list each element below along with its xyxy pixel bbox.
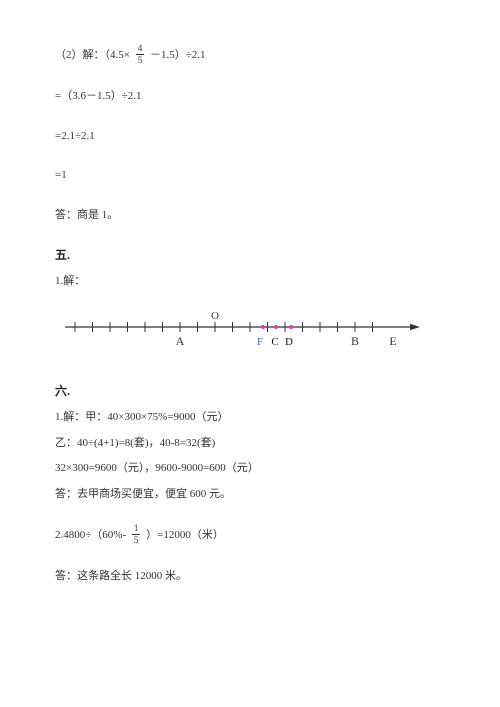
svg-text:F: F: [257, 336, 263, 348]
section6-head: 六.: [55, 382, 445, 399]
frac-num-2: 1: [132, 524, 141, 535]
svg-text:E: E: [389, 334, 396, 348]
section5-head: 五.: [55, 246, 445, 263]
p2-step1-prefix: （2）解：（4.5×: [55, 49, 130, 61]
p2-answer: 答：商是 1。: [55, 207, 445, 225]
svg-text:O: O: [211, 310, 219, 322]
s6-l5-suffix: ）=12000（米）: [146, 529, 224, 541]
numberline-diagram: O A B E FCD: [55, 301, 445, 364]
s6-l1: 1.解：甲：40×300×75%=9000（元）: [55, 409, 445, 427]
fraction-4-5: 4 5: [136, 44, 145, 65]
frac-den: 5: [136, 55, 145, 65]
p2-step1-suffix: －1.5）÷2.1: [150, 49, 206, 61]
svg-text:B: B: [351, 334, 359, 348]
p2-step2: =（3.6－1.5）÷2.1: [55, 88, 445, 106]
numberline-svg: O A B E FCD: [55, 301, 425, 359]
frac-num: 4: [136, 44, 145, 55]
p2-step3: =2.1÷2.1: [55, 128, 445, 146]
frac-den-2: 5: [132, 535, 141, 545]
s5-line1: 1.解：: [55, 273, 445, 291]
s6-l2: 乙：40÷(4+1)=8(套)，40-8=32(套): [55, 435, 445, 453]
svg-text:C: C: [271, 336, 278, 348]
s6-l5-prefix: 2.4800÷（60%-: [55, 529, 126, 541]
svg-text:D: D: [285, 336, 293, 348]
fraction-1-5: 1 5: [132, 524, 141, 545]
s6-l5: 2.4800÷（60%- 1 5 ）=12000（米）: [55, 525, 445, 546]
s6-l4: 答：去甲商场买便宜，便宜 600 元。: [55, 486, 445, 504]
p2-step4: =1: [55, 167, 445, 185]
s6-l6: 答：这条路全长 12000 米。: [55, 568, 445, 586]
s6-l3: 32×300=9600（元），9600-9000=600（元）: [55, 460, 445, 478]
svg-text:A: A: [176, 334, 185, 348]
p2-step1: （2）解：（4.5× 4 5 －1.5）÷2.1: [55, 45, 445, 66]
